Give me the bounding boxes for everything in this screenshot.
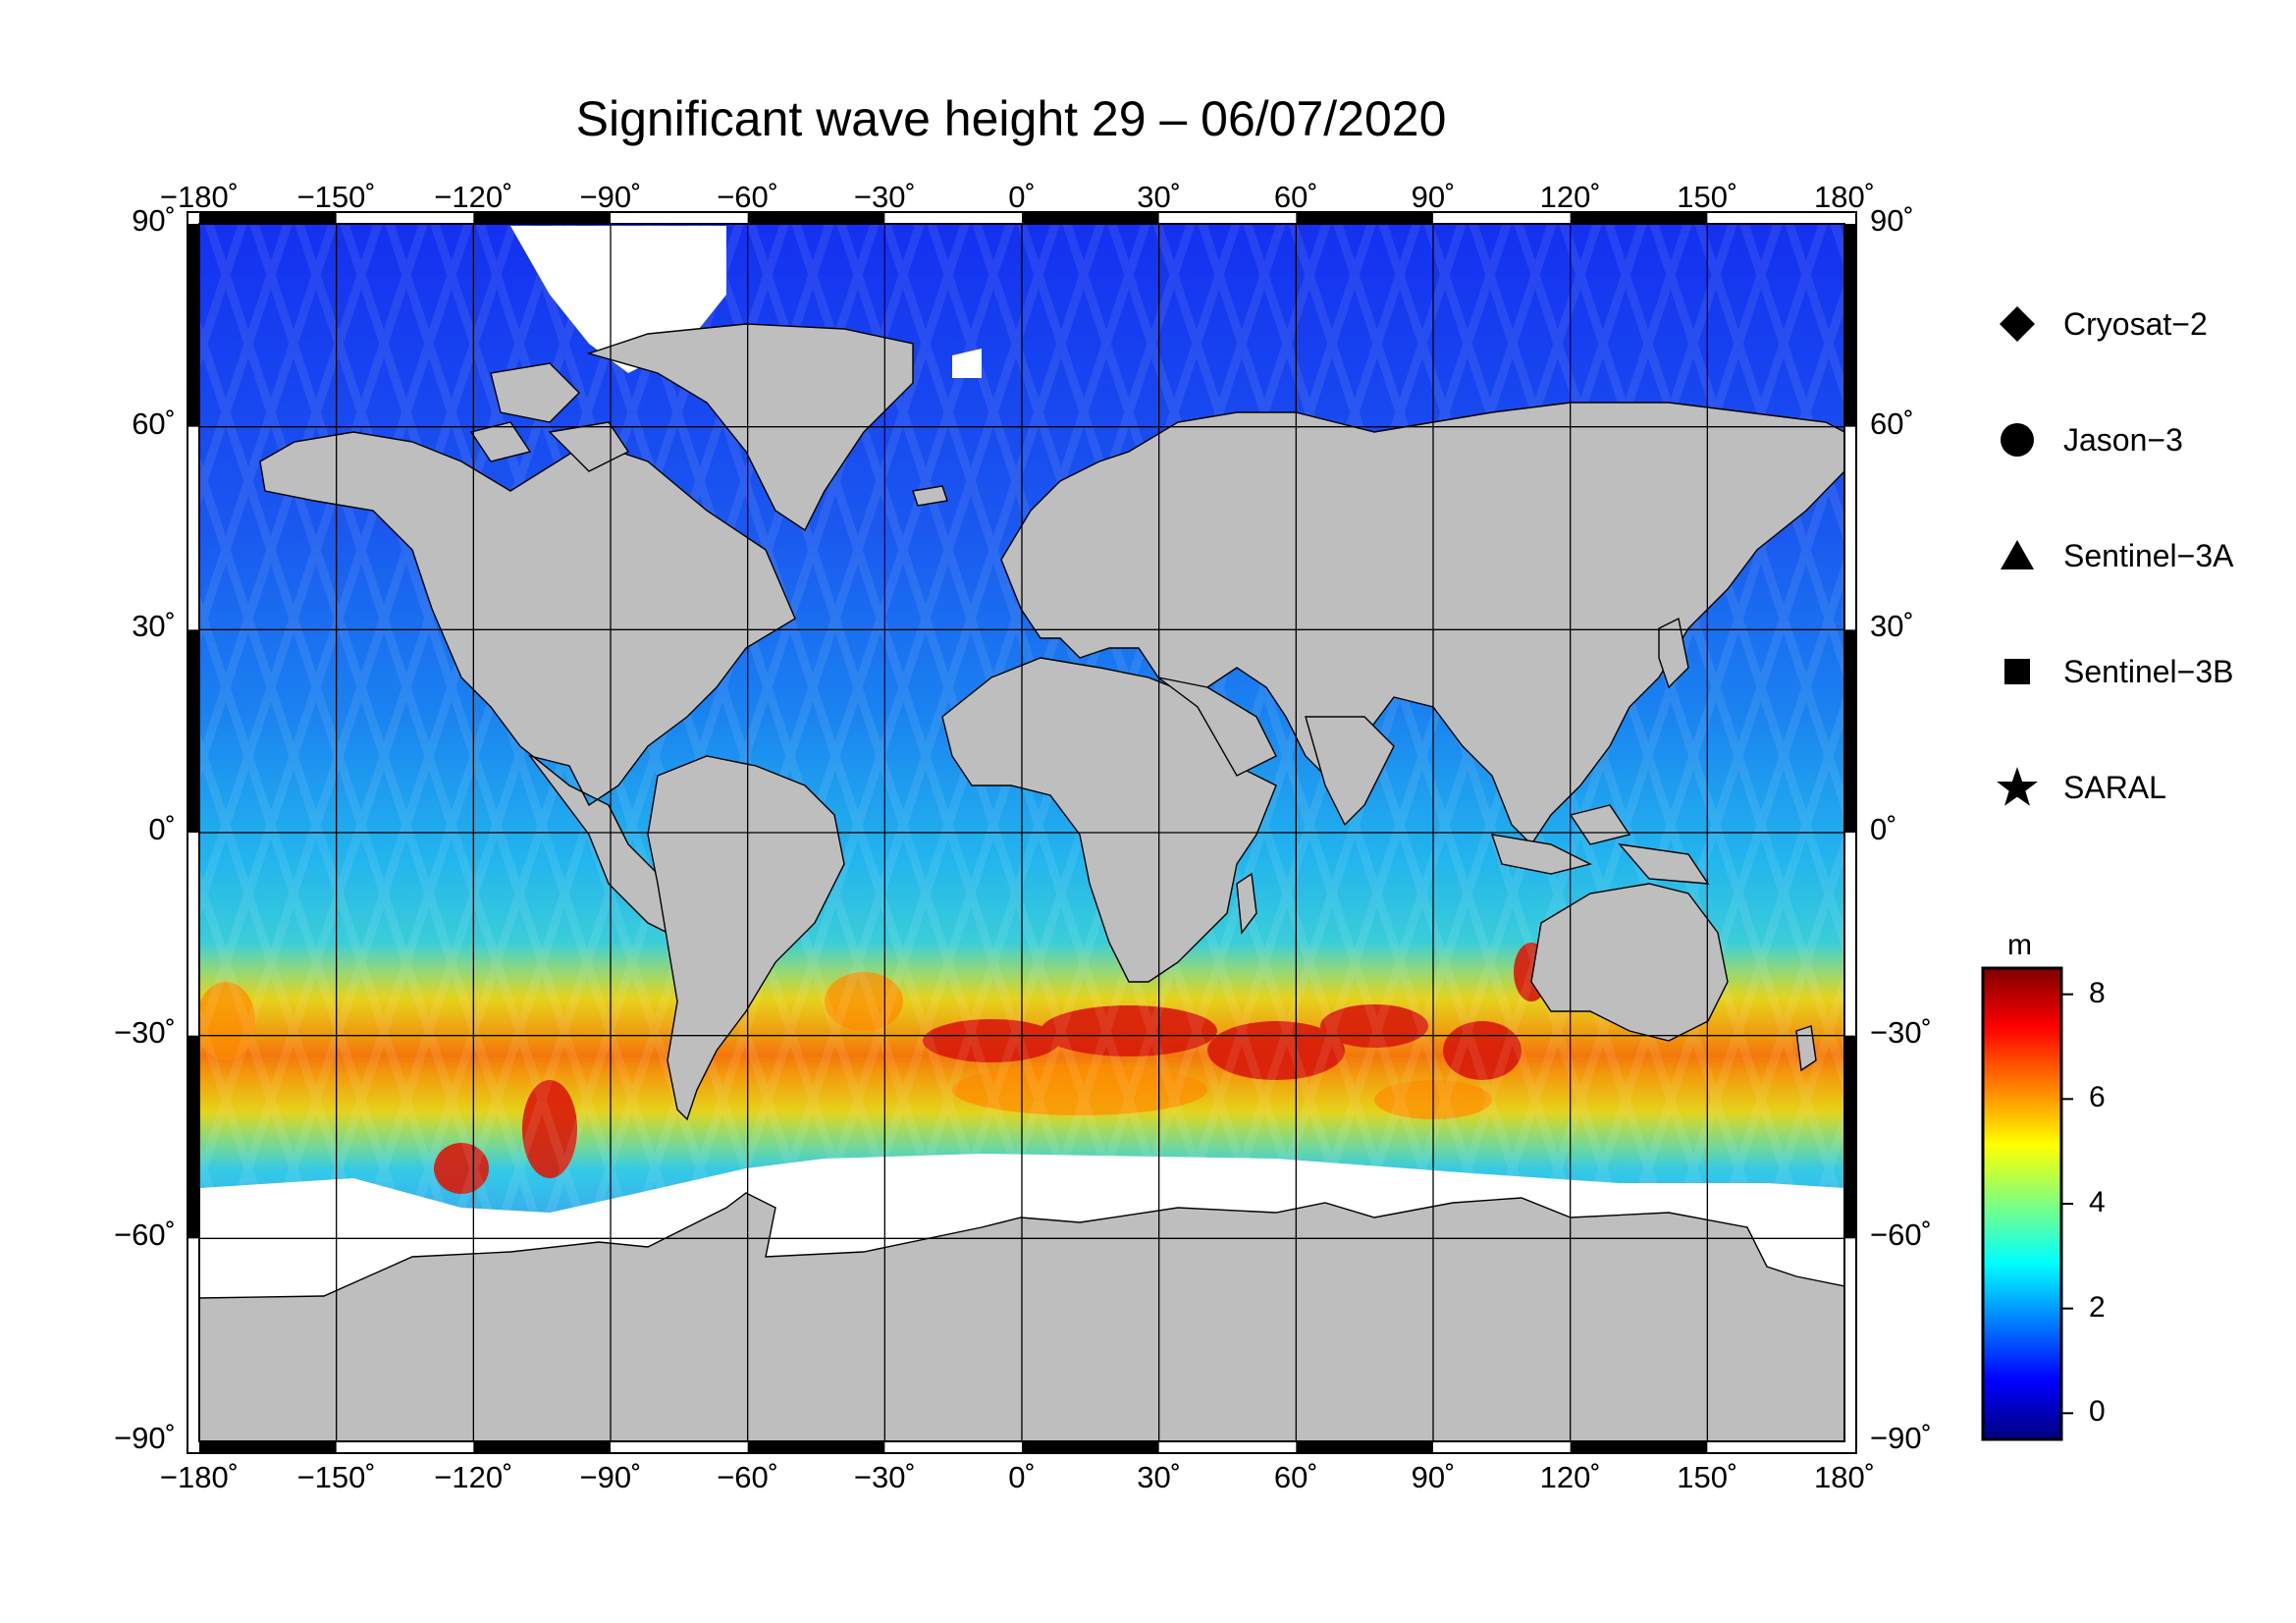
lon-tick-label-bottom: 180˚ — [1813, 1460, 1876, 1494]
map-title: Significant wave height 29 – 06/07/2020 — [575, 91, 1447, 146]
frame-bar-left — [187, 224, 199, 427]
lon-tick-label-bottom: −90˚ — [579, 1460, 642, 1494]
lat-tick-label-right: −90˚ — [1870, 1421, 1932, 1455]
lon-tick-label-bottom: 120˚ — [1539, 1460, 1601, 1494]
lon-tick-label-bottom: −30˚ — [853, 1460, 916, 1494]
legend-item-cryosat: Cryosat−2 — [1993, 299, 2208, 349]
frame-bar-bottom — [1022, 1441, 1159, 1453]
lon-tick-label-bottom: −180˚ — [159, 1460, 240, 1494]
graticule — [199, 224, 1844, 1441]
lat-tick-label-right: 60˚ — [1870, 406, 1914, 441]
lat-tick-label-left: −60˚ — [114, 1217, 176, 1253]
lat-tick-label-right: −30˚ — [1870, 1014, 1932, 1050]
lat-tick-label-right: 90˚ — [1870, 203, 1914, 238]
lon-tick-label-bottom: 60˚ — [1273, 1460, 1318, 1494]
lon-tick-label-top: −90˚ — [579, 180, 642, 214]
lon-tick-label-top: −180˚ — [159, 180, 240, 214]
frame-bar-top — [1296, 212, 1433, 224]
lon-tick-label-top: 30˚ — [1137, 180, 1182, 214]
frame-bar-top — [473, 212, 611, 224]
lon-tick-label-bottom: 90˚ — [1411, 1460, 1456, 1494]
frame-bar-left — [187, 1035, 199, 1239]
ocean-field — [199, 224, 1844, 1441]
lon-tick-label-bottom: 150˚ — [1677, 1460, 1738, 1494]
colorbar-ramp — [1981, 966, 2063, 1441]
lon-tick-label-bottom: 30˚ — [1137, 1460, 1182, 1494]
frame-bar-bottom — [747, 1441, 885, 1453]
lat-tick-label-right: 30˚ — [1870, 609, 1914, 644]
lon-tick-label-top: 180˚ — [1813, 180, 1876, 214]
map-frame-bars — [187, 211, 1857, 1454]
frame-bar-right — [1844, 1035, 1856, 1239]
colorbar-tick-label: 4 — [2089, 1186, 2106, 1218]
frame-bar-bottom — [199, 1441, 337, 1453]
colorbar-tick-label: 8 — [2089, 976, 2106, 1009]
frame-bar-right — [1844, 629, 1856, 833]
lon-tick-label-top: −120˚ — [434, 180, 513, 214]
lon-tick-label-top: −60˚ — [717, 180, 779, 214]
frame-bar-top — [747, 212, 885, 224]
frame-bar-right — [1844, 224, 1856, 427]
legend-item-saral: SARAL — [1993, 763, 2166, 812]
lon-tick-label-bottom: −120˚ — [434, 1460, 513, 1494]
legend-item-sentinel-3a: Sentinel−3A — [1993, 531, 2233, 580]
colorbar-unit: m — [2007, 929, 2032, 961]
lon-tick-label-top: −30˚ — [853, 180, 916, 214]
frame-bar-top — [199, 212, 337, 224]
lat-tick-label-right: 0˚ — [1870, 812, 1897, 846]
circle-icon — [1993, 415, 2042, 464]
lat-tick-label-left: −30˚ — [114, 1014, 176, 1050]
lat-tick-label-left: 30˚ — [132, 609, 176, 644]
lon-tick-label-top: 120˚ — [1539, 180, 1601, 214]
lon-tick-label-bottom: −60˚ — [717, 1460, 779, 1494]
colorbar-tick-label: 2 — [2089, 1290, 2106, 1324]
frame-bar-bottom — [1296, 1441, 1433, 1453]
lon-tick-label-top: 0˚ — [1008, 180, 1036, 214]
square-icon — [1993, 647, 2042, 696]
colorbar-tick-label: 6 — [2089, 1081, 2106, 1114]
lat-tick-label-left: 0˚ — [148, 812, 176, 846]
lon-tick-label-bottom: −150˚ — [296, 1460, 376, 1494]
triangle-icon — [1993, 531, 2042, 580]
lon-tick-label-top: −150˚ — [296, 180, 376, 214]
frame-bar-bottom — [473, 1441, 611, 1453]
lon-tick-label-top: 90˚ — [1411, 180, 1456, 214]
lat-tick-label-left: 60˚ — [132, 406, 176, 441]
frame-bar-top — [1022, 212, 1159, 224]
lat-tick-label-left: −90˚ — [114, 1421, 176, 1455]
lat-tick-label-left: 90˚ — [132, 203, 176, 238]
colorbar — [1981, 966, 2073, 1441]
star-icon — [1993, 763, 2042, 812]
lat-tick-label-right: −60˚ — [1870, 1217, 1932, 1253]
frame-bar-bottom — [1570, 1441, 1708, 1453]
frame-bar-top — [1570, 212, 1708, 224]
legend-item-jason: Jason−3 — [1993, 415, 2183, 464]
outer-frame — [187, 211, 1857, 1454]
legend-item-sentinel-3b: Sentinel−3B — [1993, 647, 2233, 696]
lon-tick-label-bottom: 0˚ — [1008, 1460, 1036, 1494]
diamond-icon — [1993, 299, 2042, 349]
colorbar-tick-label: 0 — [2089, 1395, 2106, 1429]
lon-tick-label-top: 60˚ — [1273, 180, 1318, 214]
lon-tick-label-top: 150˚ — [1677, 180, 1738, 214]
frame-bar-left — [187, 629, 199, 833]
